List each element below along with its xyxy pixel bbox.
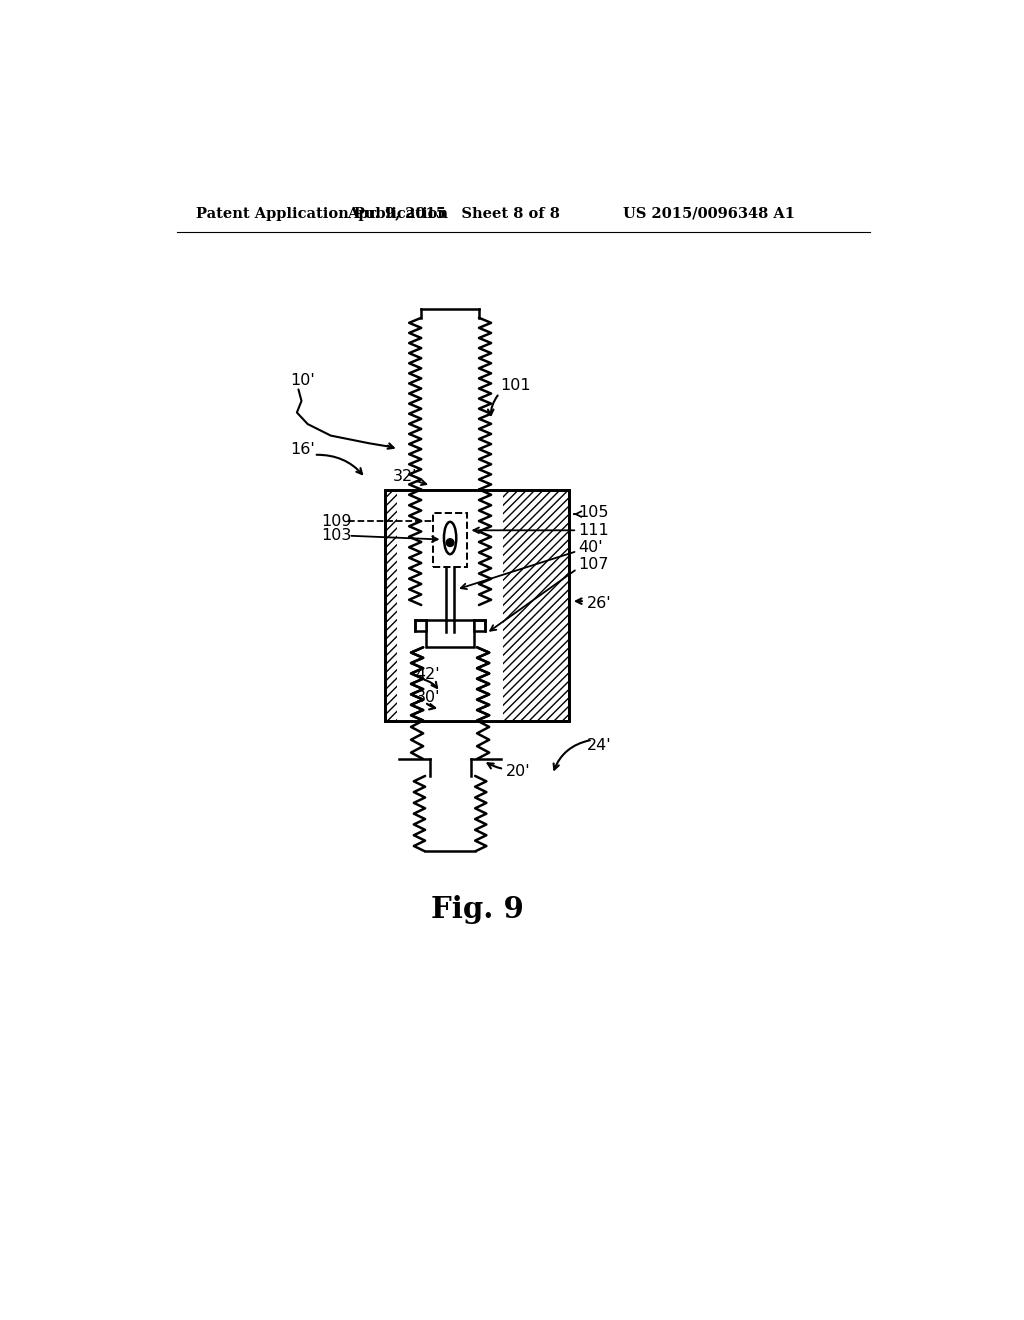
- Text: 20': 20': [506, 764, 531, 779]
- Text: 40': 40': [579, 540, 603, 554]
- Text: 101: 101: [500, 378, 530, 393]
- FancyArrowPatch shape: [424, 680, 437, 688]
- Text: 30': 30': [416, 690, 440, 705]
- FancyArrowPatch shape: [387, 444, 393, 449]
- Bar: [400, 647, 500, 721]
- Text: 10': 10': [291, 372, 315, 388]
- Text: 26': 26': [587, 595, 611, 611]
- FancyArrowPatch shape: [487, 763, 502, 768]
- Bar: [397, 490, 503, 721]
- Ellipse shape: [444, 521, 457, 554]
- Text: Patent Application Publication: Patent Application Publication: [196, 207, 449, 220]
- FancyArrowPatch shape: [316, 455, 362, 474]
- FancyArrowPatch shape: [427, 704, 435, 709]
- FancyArrowPatch shape: [554, 741, 590, 770]
- Text: 109: 109: [322, 513, 352, 528]
- Text: 32': 32': [392, 469, 417, 484]
- FancyArrowPatch shape: [577, 598, 582, 605]
- Text: 103: 103: [322, 528, 352, 544]
- Text: 107: 107: [579, 557, 609, 573]
- Bar: [426, 620, 474, 647]
- Bar: [416, 620, 426, 631]
- FancyArrowPatch shape: [417, 480, 426, 484]
- Circle shape: [446, 539, 454, 546]
- Bar: [385, 490, 569, 721]
- Text: 16': 16': [291, 442, 315, 457]
- Bar: [474, 620, 484, 631]
- Text: 42': 42': [416, 667, 440, 682]
- Text: Fig. 9: Fig. 9: [431, 895, 523, 924]
- Text: Apr. 9, 2015   Sheet 8 of 8: Apr. 9, 2015 Sheet 8 of 8: [347, 207, 560, 220]
- FancyArrowPatch shape: [488, 396, 498, 414]
- Text: 111: 111: [579, 523, 609, 537]
- Text: 24': 24': [587, 738, 611, 752]
- Bar: [385, 490, 569, 721]
- Bar: [385, 490, 569, 721]
- Text: US 2015/0096348 A1: US 2015/0096348 A1: [624, 207, 796, 220]
- Bar: [433, 512, 467, 566]
- Text: 105: 105: [579, 506, 609, 520]
